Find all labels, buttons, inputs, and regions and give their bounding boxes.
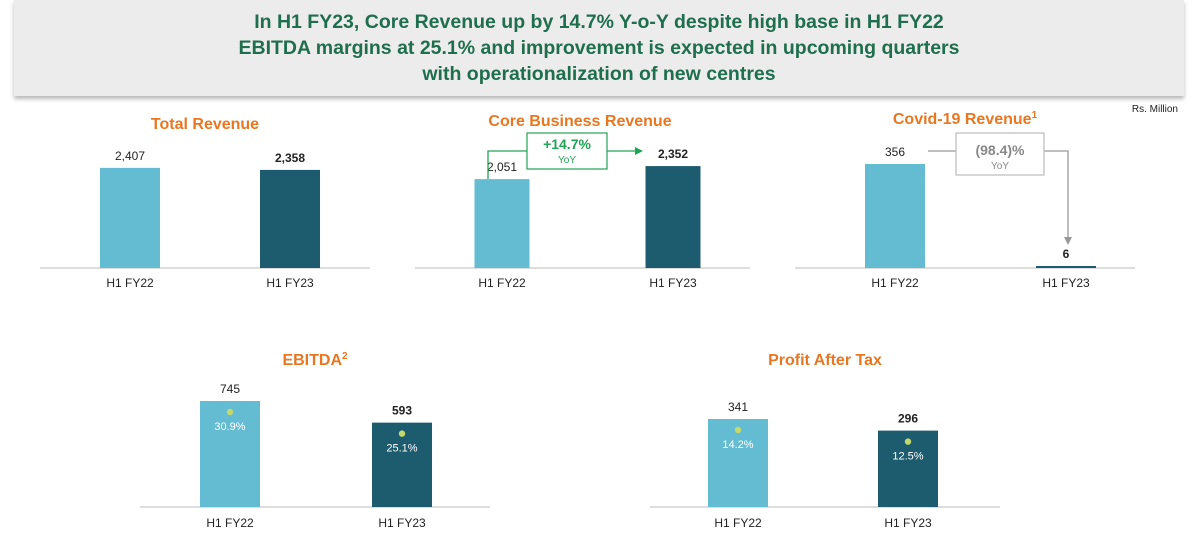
- total-revenue-chart: Total Revenue 2,407 H1 FY22 2,358 H1 FY23: [40, 116, 370, 290]
- decline-sub: YoY: [991, 161, 1009, 172]
- data-label: 2,358: [275, 151, 305, 165]
- margin-marker: [226, 408, 234, 416]
- bar-h1-fy22: [474, 179, 530, 268]
- chart-title-footnote: 1: [1032, 110, 1038, 121]
- core-business-revenue-chart: Core Business Revenue 2,051 H1 FY22 2,352 H1…: [415, 113, 750, 290]
- margin-label: 25.1%: [386, 443, 417, 455]
- category-label: H1 FY22: [714, 516, 762, 530]
- growth-sub: YoY: [558, 155, 576, 166]
- headline-banner: In H1 FY23, Core Revenue up by 14.7% Y-o…: [14, 0, 1184, 96]
- category-label: H1 FY22: [106, 276, 154, 290]
- data-label: 593: [392, 404, 412, 418]
- growth-connector: [487, 150, 527, 179]
- chart-title: Covid-19 Revenue1: [893, 110, 1038, 128]
- headline-line-1: In H1 FY23, Core Revenue up by 14.7% Y-o…: [254, 11, 944, 33]
- bar-h1-fy23: [1036, 266, 1096, 268]
- decline-connector-right: [1044, 150, 1069, 239]
- category-label: H1 FY23: [378, 516, 426, 530]
- chart-title-footnote: 2: [342, 351, 348, 362]
- data-label: 2,407: [115, 149, 145, 163]
- bar-h1-fy22: [100, 167, 160, 268]
- data-label: 2,352: [658, 147, 688, 161]
- category-label: H1 FY22: [478, 276, 526, 290]
- bar-h1-fy22: [865, 164, 925, 268]
- data-label: 296: [898, 412, 918, 426]
- data-label: 356: [885, 145, 905, 159]
- bar-h1-fy23: [260, 169, 320, 268]
- bar-h1-fy23: [645, 166, 701, 268]
- growth-arrowhead: [635, 147, 643, 155]
- category-label: H1 FY22: [206, 516, 254, 530]
- bar-h1-fy22: [708, 419, 768, 507]
- chart-title: Total Revenue: [151, 116, 259, 133]
- ebitda-chart: EBITDA2 745 H1 FY22 30.9% 593 H1 FY23 25.1%: [140, 351, 490, 530]
- category-label: H1 FY23: [1042, 276, 1090, 290]
- data-label: 745: [220, 382, 240, 396]
- chart-title: Profit After Tax: [768, 352, 882, 369]
- decline-arrowhead: [1064, 237, 1072, 245]
- category-label: H1 FY23: [884, 516, 932, 530]
- data-label: 341: [728, 400, 748, 414]
- growth-value: +14.7%: [543, 136, 591, 152]
- margin-label: 12.5%: [892, 451, 923, 463]
- unit-label: Rs. Million: [1131, 104, 1178, 115]
- decline-box: [955, 132, 1045, 176]
- margin-marker: [398, 430, 406, 437]
- margin-marker: [904, 438, 912, 445]
- category-label: H1 FY23: [266, 276, 314, 290]
- category-label: H1 FY22: [871, 276, 919, 290]
- margin-label: 30.9%: [214, 421, 245, 433]
- decline-value: (98.4)%: [975, 142, 1025, 158]
- headline-line-2: EBITDA margins at 25.1% and improvement …: [238, 37, 960, 59]
- covid-revenue-chart: Covid-19 Revenue1 356 H1 FY22 6 H1 FY23 (98.4…: [795, 110, 1135, 290]
- chart-title: Core Business Revenue: [488, 113, 671, 130]
- headline-line-3: with operationalization of new centres: [422, 63, 776, 85]
- data-label: 2,051: [487, 160, 517, 174]
- margin-label: 14.2%: [722, 439, 753, 451]
- category-label: H1 FY23: [649, 276, 697, 290]
- margin-marker: [734, 426, 742, 434]
- data-label: 6: [1063, 247, 1070, 261]
- chart-title: EBITDA2: [282, 351, 348, 369]
- bar-h1-fy22: [200, 401, 260, 507]
- growth-box: [526, 132, 608, 170]
- profit-after-tax-chart: Profit After Tax 341 H1 FY22 14.2% 296 H1 FY2…: [650, 352, 1000, 530]
